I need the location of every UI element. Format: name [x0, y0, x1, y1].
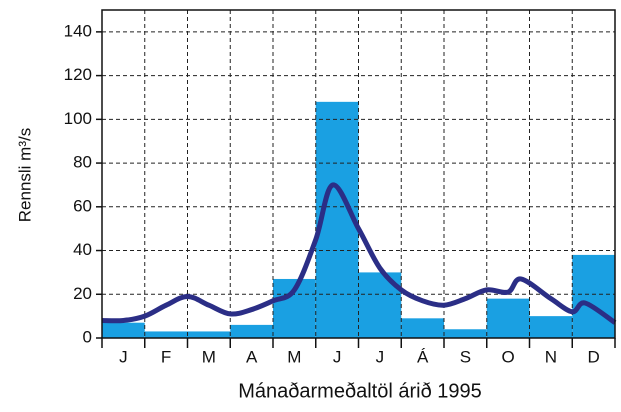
bar — [102, 322, 145, 338]
x-tick-label: J — [376, 347, 385, 366]
x-tick-label: D — [587, 347, 599, 366]
bar — [486, 298, 530, 338]
x-tick-label: S — [460, 347, 471, 366]
bar — [444, 329, 487, 338]
y-tick-label: 40 — [73, 240, 92, 259]
y-tick-label: 80 — [73, 153, 92, 172]
x-tick-label: F — [161, 347, 171, 366]
bar — [529, 316, 573, 338]
y-tick-label: 120 — [64, 65, 92, 84]
x-tick-label: A — [246, 347, 258, 366]
bar — [401, 318, 444, 338]
bar — [230, 324, 273, 338]
x-tick-label: J — [333, 347, 342, 366]
x-axis-label: Mánaðarmeðaltöl árið 1995 — [238, 380, 482, 402]
bar — [572, 254, 615, 338]
x-tick-label: J — [119, 347, 128, 366]
y-tick-label: 20 — [73, 284, 92, 303]
y-axis-label: Rennsli m³/s — [15, 128, 34, 222]
y-tick-label: 60 — [73, 196, 92, 215]
x-tick-label: O — [502, 347, 515, 366]
x-tick-label: M — [287, 347, 301, 366]
bar — [144, 331, 188, 338]
bar — [187, 331, 231, 338]
plot-frame — [101, 9, 616, 339]
x-tick-label: N — [545, 347, 557, 366]
y-tick-label: 100 — [64, 109, 92, 128]
x-tick-label: M — [202, 347, 216, 366]
x-tick-label: Á — [417, 347, 429, 366]
y-tick-label: 140 — [64, 21, 92, 40]
line — [101, 182, 617, 325]
y-tick-label: 0 — [83, 327, 92, 346]
